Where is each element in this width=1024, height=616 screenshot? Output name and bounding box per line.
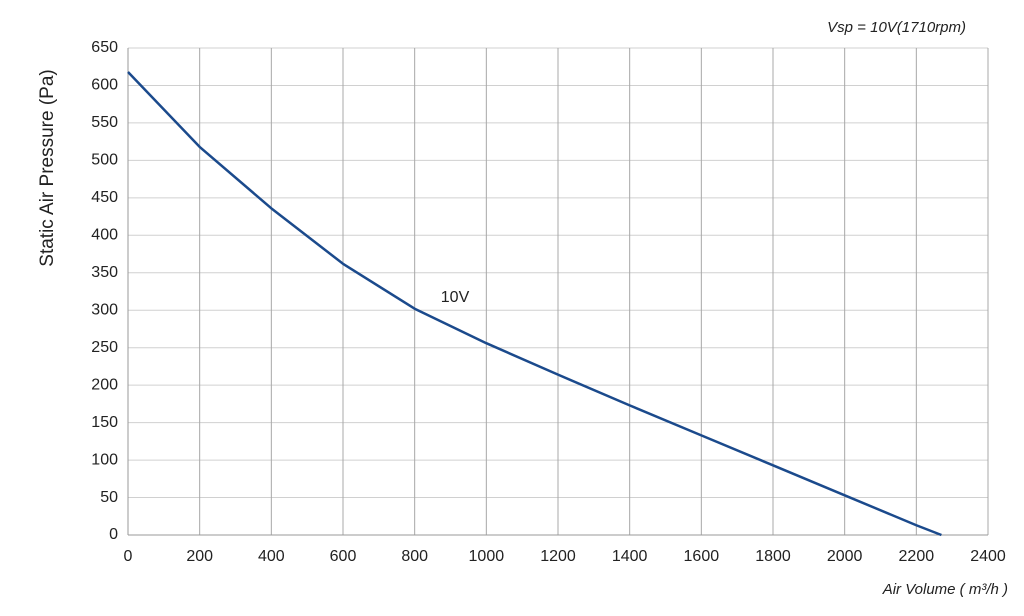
y-tick-label: 500 bbox=[91, 152, 118, 169]
y-tick-label: 450 bbox=[91, 189, 118, 206]
x-tick-label: 200 bbox=[186, 548, 213, 565]
x-tick-label: 0 bbox=[124, 548, 133, 565]
x-tick-label: 2200 bbox=[899, 548, 935, 565]
x-tick-label: 400 bbox=[258, 548, 285, 565]
y-tick-label: 100 bbox=[91, 451, 118, 468]
y-tick-label: 150 bbox=[91, 414, 118, 431]
y-tick-label: 400 bbox=[91, 227, 118, 244]
x-tick-label: 1400 bbox=[612, 548, 648, 565]
x-tick-label: 1200 bbox=[540, 548, 576, 565]
line-annotation: 10V bbox=[441, 289, 470, 306]
y-tick-label: 250 bbox=[91, 339, 118, 356]
x-tick-label: 2000 bbox=[827, 548, 863, 565]
x-tick-label: 2400 bbox=[970, 548, 1006, 565]
y-tick-label: 350 bbox=[91, 264, 118, 281]
x-axis-label: Air Volume ( m³/h ) bbox=[882, 581, 1008, 598]
y-tick-label: 0 bbox=[109, 526, 118, 543]
y-tick-label: 650 bbox=[91, 39, 118, 56]
data-line bbox=[127, 71, 942, 537]
x-tick-label: 600 bbox=[330, 548, 357, 565]
y-tick-label: 550 bbox=[91, 114, 118, 131]
x-tick-label: 800 bbox=[401, 548, 428, 565]
y-tick-label: 200 bbox=[91, 376, 118, 393]
chart-title: Vsp = 10V(1710rpm) bbox=[827, 19, 966, 36]
x-tick-label: 1600 bbox=[684, 548, 720, 565]
y-axis-label: Static Air Pressure (Pa) bbox=[37, 69, 58, 266]
x-tick-label: 1800 bbox=[755, 548, 791, 565]
y-tick-label: 600 bbox=[91, 77, 118, 94]
y-tick-label: 50 bbox=[100, 489, 118, 506]
y-tick-label: 300 bbox=[91, 301, 118, 318]
x-tick-label: 1000 bbox=[469, 548, 505, 565]
